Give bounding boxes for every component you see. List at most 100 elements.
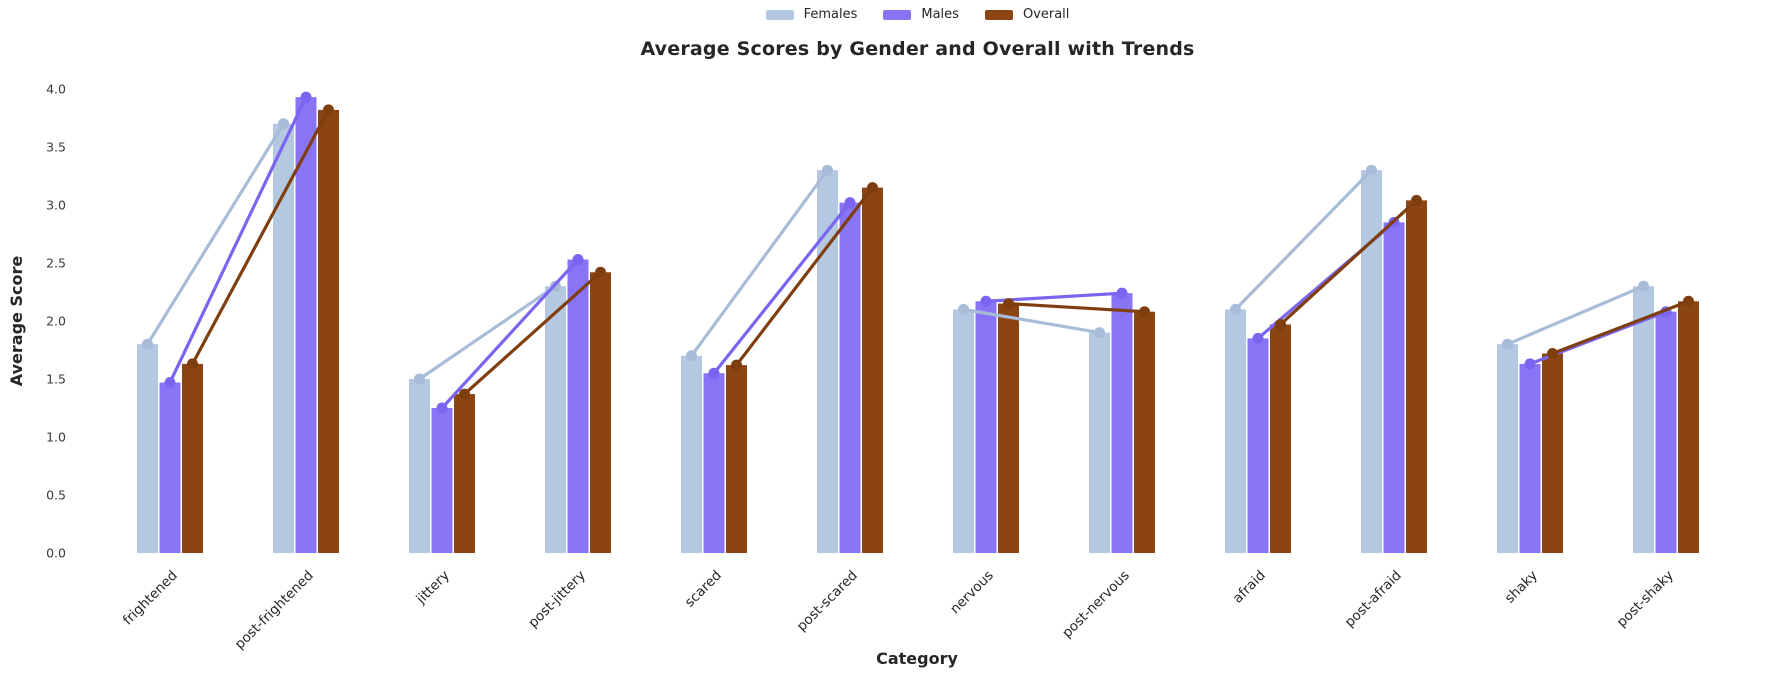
x-tick-label-post-shaky: post-shaky — [1614, 568, 1677, 631]
trend-marker-overall — [459, 388, 470, 400]
trend-marker-males — [1116, 287, 1128, 299]
y-tick-label: 0.0 — [46, 546, 66, 561]
bar-females-afraid — [1225, 309, 1246, 553]
bar-overall-frightened — [182, 363, 203, 553]
trend-line-females — [961, 307, 1102, 335]
x-tick-label-frightened: frightened — [120, 568, 181, 629]
trend-marker-males — [844, 197, 856, 209]
bar-females-jittery — [409, 379, 430, 553]
legend-label-males: Males — [921, 7, 959, 22]
trend-marker-males — [980, 295, 992, 307]
bar-overall-post-scared — [862, 187, 883, 553]
trend-line-males — [712, 201, 852, 375]
bar-males-post-scared — [839, 202, 861, 553]
trend-marker-overall — [1547, 347, 1558, 359]
bar-males-post-nervous — [1111, 293, 1133, 553]
trend-marker-overall — [1003, 298, 1014, 310]
bar-overall-nervous — [998, 303, 1019, 553]
bar-overall-post-shaky — [1678, 301, 1699, 553]
trend-marker-females — [1638, 280, 1649, 292]
trend-marker-males — [708, 367, 720, 379]
trend-line-overall — [190, 108, 331, 366]
trend-marker-females — [1094, 327, 1105, 339]
y-tick-label: 4.0 — [46, 82, 66, 97]
bar-males-afraid — [1247, 338, 1269, 553]
bar-overall-shaky — [1542, 353, 1563, 553]
trend-marker-females — [414, 373, 425, 385]
trend-marker-females — [1230, 303, 1241, 315]
bar-overall-afraid — [1270, 324, 1291, 553]
legend-label-females: Females — [803, 7, 858, 22]
bar-overall-scared — [726, 365, 747, 553]
chart-title: Average Scores by Gender and Overall wit… — [640, 38, 1195, 60]
bar-overall-jittery — [454, 394, 475, 553]
bar-overall-post-jittery — [590, 272, 611, 553]
bar-females-nervous — [953, 309, 974, 553]
trend-marker-overall — [731, 359, 742, 371]
legend-item-overall: Overall — [984, 7, 1070, 22]
bar-males-jittery — [431, 408, 453, 553]
trend-marker-overall — [1139, 306, 1150, 318]
y-tick-label: 0.5 — [46, 488, 66, 503]
bar-females-frightened — [137, 344, 158, 553]
bar-overall-post-nervous — [1134, 311, 1155, 553]
y-tick-label: 3.5 — [46, 140, 66, 155]
trend-marker-females — [958, 303, 969, 315]
bar-females-post-frightened — [273, 123, 294, 554]
trend-marker-males — [1524, 358, 1536, 370]
trend-marker-females — [278, 118, 289, 130]
trend-marker-overall — [1411, 194, 1422, 206]
x-tick-label-post-frightened: post-frightened — [232, 568, 317, 653]
bar-males-shaky — [1519, 363, 1541, 553]
trend-line-females — [1233, 168, 1374, 311]
trend-marker-males — [300, 91, 312, 103]
trend-marker-females — [142, 338, 153, 350]
trend-line-females — [417, 284, 558, 381]
trend-marker-overall — [187, 358, 198, 370]
legend-item-males: Males — [883, 7, 959, 22]
trend-line-overall — [734, 186, 875, 367]
trend-marker-overall — [867, 182, 878, 194]
legend-swatch-females — [765, 9, 794, 20]
trend-line-females — [1505, 284, 1646, 346]
x-tick-label-post-nervous: post-nervous — [1059, 568, 1133, 642]
bar-females-post-jittery — [545, 286, 566, 553]
trend-line-overall — [462, 270, 603, 396]
bar-females-post-nervous — [1089, 332, 1110, 553]
trend-marker-males — [1252, 332, 1264, 344]
bar-females-shaky — [1497, 344, 1518, 553]
bar-females-scared — [681, 355, 702, 553]
x-tick-label-shaky: shaky — [1502, 568, 1541, 607]
x-axis-label: Category — [876, 649, 958, 668]
x-tick-label-post-scared: post-scared — [794, 568, 861, 635]
trend-line-females — [689, 168, 830, 358]
bar-males-post-jittery — [567, 259, 589, 553]
x-tick-label-jittery: jittery — [413, 568, 453, 608]
trend-marker-females — [1502, 338, 1513, 350]
trend-marker-females — [822, 164, 833, 176]
x-tick-label-post-jittery: post-jittery — [525, 568, 589, 632]
bar-females-post-scared — [817, 170, 838, 553]
trend-marker-overall — [1683, 295, 1694, 307]
trend-line-females — [145, 122, 286, 346]
x-tick-label-afraid: afraid — [1230, 568, 1269, 607]
bar-males-post-frightened — [295, 97, 317, 554]
x-tick-label-scared: scared — [682, 568, 725, 611]
x-tick-label-nervous: nervous — [947, 568, 997, 618]
y-tick-label: 1.0 — [46, 430, 66, 445]
bar-females-post-shaky — [1633, 286, 1654, 553]
trend-line-overall — [1278, 198, 1419, 327]
legend-swatch-males — [883, 9, 912, 20]
legend-item-females: Females — [765, 7, 858, 22]
trend-line-overall — [1550, 299, 1691, 356]
trend-marker-overall — [1275, 318, 1286, 330]
bar-males-post-shaky — [1655, 311, 1677, 553]
legend-label-overall: Overall — [1022, 7, 1070, 22]
legend: Females Males Overall — [45, 7, 1790, 22]
trend-line-males — [440, 257, 580, 410]
y-axis-label: Average Score — [7, 256, 26, 387]
y-tick-label: 1.5 — [46, 372, 66, 387]
trend-marker-overall — [323, 104, 334, 116]
